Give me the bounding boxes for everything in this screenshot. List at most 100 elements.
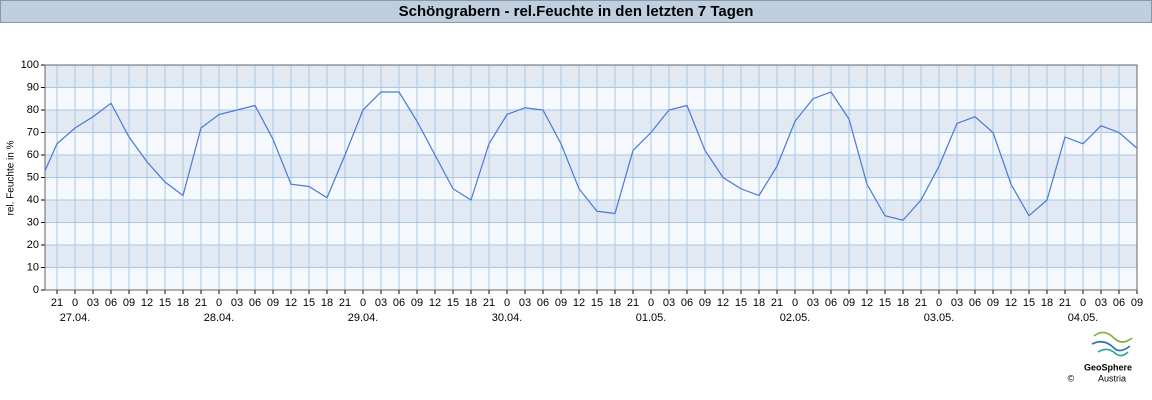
x-tick-label: 12	[141, 297, 153, 309]
x-tick-label: 03	[375, 297, 387, 309]
x-tick-label: 06	[1113, 297, 1125, 309]
y-tick-label: 70	[27, 126, 39, 138]
x-tick-label: 03	[807, 297, 819, 309]
x-tick-label: 0	[504, 297, 510, 309]
x-tick-label: 0	[216, 297, 222, 309]
x-tick-label: 18	[177, 297, 189, 309]
x-tick-label: 21	[1059, 297, 1071, 309]
x-tick-label: 18	[321, 297, 333, 309]
date-label: 03.05.	[924, 312, 955, 324]
x-tick-label: 0	[936, 297, 942, 309]
x-tick-label: 09	[987, 297, 999, 309]
x-tick-label: 09	[843, 297, 855, 309]
x-tick-label: 12	[573, 297, 585, 309]
logo-text: GeoSphere	[1084, 362, 1132, 372]
x-tick-label: 06	[681, 297, 693, 309]
x-tick-label: 06	[393, 297, 405, 309]
line	[44, 91, 1138, 221]
x-tick-label: 15	[735, 297, 747, 309]
band	[45, 132, 1137, 155]
x-tick-label: 03	[663, 297, 675, 309]
band	[45, 155, 1137, 178]
y-tick-label: 30	[27, 216, 39, 228]
date-label: 02.05.	[780, 312, 811, 324]
x-tick-label: 03	[87, 297, 99, 309]
y-tick-label: 80	[27, 104, 39, 116]
x-tick-label: 21	[771, 297, 783, 309]
x-tick-label: 12	[717, 297, 729, 309]
x-tick-label: 21	[627, 297, 639, 309]
band	[45, 245, 1137, 268]
x-tick-label: 06	[249, 297, 261, 309]
band	[45, 267, 1137, 290]
x-tick-label: 06	[825, 297, 837, 309]
band	[45, 177, 1137, 200]
x-tick-label: 15	[303, 297, 315, 309]
x-tick-label: 03	[519, 297, 531, 309]
plot-frame	[44, 64, 1138, 291]
date-label: 01.05.	[636, 312, 667, 324]
y-tick-label: 90	[27, 81, 39, 93]
date-label: 30.04.	[492, 312, 523, 324]
x-tick-label: 21	[51, 297, 63, 309]
x-tick-label: 09	[267, 297, 279, 309]
x-tick-label: 21	[483, 297, 495, 309]
x-tick-label: 06	[105, 297, 117, 309]
x-tick-label: 18	[753, 297, 765, 309]
y-tick-label: 60	[27, 149, 39, 161]
y-axis-label: rel. Feuchte in %	[6, 140, 17, 215]
x-tick-label: 09	[1131, 297, 1143, 309]
x-tick-label: 0	[792, 297, 798, 309]
x-tick-label: 0	[1080, 297, 1086, 309]
band	[45, 65, 1137, 88]
band	[45, 222, 1137, 245]
band	[45, 87, 1137, 110]
x-tick-label: 09	[411, 297, 423, 309]
band	[45, 110, 1137, 133]
x-tick-label: 06	[537, 297, 549, 309]
x-tick-label: 03	[231, 297, 243, 309]
y-tick-label: 50	[27, 171, 39, 183]
date-label: 27.04.	[60, 312, 91, 324]
x-tick-label: 12	[861, 297, 873, 309]
x-tick-label: 0	[72, 297, 78, 309]
x-tick-label: 15	[591, 297, 603, 309]
x-tick-label: 21	[339, 297, 351, 309]
x-tick-label: 21	[195, 297, 207, 309]
x-tick-label: 15	[1023, 297, 1035, 309]
date-label: 04.05.	[1068, 312, 1099, 324]
x-tick-label: 0	[648, 297, 654, 309]
x-tick-label: 15	[447, 297, 459, 309]
x-tick-label: 15	[159, 297, 171, 309]
y-tick-label: 20	[27, 239, 39, 251]
y-tick-label: 10	[27, 261, 39, 273]
y-tick-label: 40	[27, 194, 39, 206]
x-tick-label: 18	[609, 297, 621, 309]
y-tick-label: 100	[21, 59, 39, 71]
x-tick-label: 18	[1041, 297, 1053, 309]
x-tick-label: 03	[951, 297, 963, 309]
logo-icon	[1091, 331, 1133, 357]
x-tick-label: 12	[285, 297, 297, 309]
date-label: 29.04.	[348, 312, 379, 324]
chart-title: Schöngrabern - rel.Feuchte in den letzte…	[399, 3, 754, 20]
x-tick-label: 15	[879, 297, 891, 309]
x-tick-label: 09	[123, 297, 135, 309]
y-tick-label: 0	[33, 284, 39, 296]
x-tick-label: 06	[969, 297, 981, 309]
x-tick-label: 03	[1095, 297, 1107, 309]
x-tick-label: 12	[1005, 297, 1017, 309]
x-tick-label: 09	[699, 297, 711, 309]
x-tick-label: 0	[360, 297, 366, 309]
band	[45, 200, 1137, 223]
x-tick-label: 09	[555, 297, 567, 309]
x-tick-label: 21	[915, 297, 927, 309]
logo-text: Austria	[1098, 373, 1126, 383]
date-label: 28.04.	[204, 312, 235, 324]
x-tick-label: 18	[465, 297, 477, 309]
x-tick-label: 12	[429, 297, 441, 309]
x-tick-label: 18	[897, 297, 909, 309]
copyright: ©	[1068, 373, 1075, 383]
